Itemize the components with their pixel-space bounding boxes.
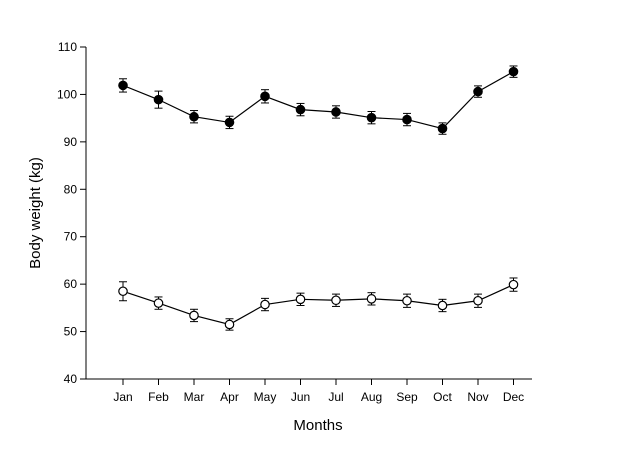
x-tick-label: May — [254, 390, 277, 404]
data-point — [437, 300, 448, 311]
data-point — [153, 298, 164, 308]
x-tick-label: Mar — [184, 390, 205, 404]
data-point — [260, 299, 270, 310]
y-tick-label: 60 — [64, 277, 78, 291]
x-axis-ticks: Jan Feb Mar Apr May Jun Jul Aug Sep Oct Nov Dec — [113, 379, 524, 404]
x-tick-label: Sep — [396, 390, 418, 404]
data-point — [402, 295, 412, 306]
data-point — [508, 279, 519, 290]
series-line — [122, 284, 514, 326]
y-axis-title: Body weight (kg) — [27, 157, 44, 269]
y-tick-label: 50 — [64, 325, 78, 339]
x-tick-label: Dec — [503, 390, 524, 404]
series-layer — [118, 65, 519, 331]
y-axis-ticks: 40 50 60 70 80 90 100 110 — [57, 40, 86, 386]
series-2 — [118, 277, 519, 331]
data-point — [402, 114, 412, 125]
data-point — [153, 94, 164, 105]
y-tick-label: 110 — [58, 40, 77, 54]
data-point — [189, 111, 199, 122]
data-point — [189, 310, 199, 321]
data-point — [295, 294, 306, 305]
series-1 — [118, 65, 519, 135]
y-tick-label: 90 — [64, 135, 78, 149]
x-tick-label: Feb — [148, 390, 169, 404]
data-point — [508, 66, 519, 77]
data-point — [118, 80, 128, 91]
data-point — [366, 294, 377, 304]
y-tick-label: 100 — [57, 87, 77, 101]
x-tick-label: Nov — [467, 390, 488, 404]
data-point — [224, 117, 235, 128]
y-tick-label: 40 — [64, 372, 78, 386]
x-tick-label: Oct — [433, 390, 452, 404]
data-point — [473, 86, 483, 97]
data-point — [260, 91, 270, 102]
x-tick-label: Jan — [113, 390, 132, 404]
series-line — [122, 71, 514, 130]
data-point — [331, 295, 341, 306]
data-point — [331, 107, 341, 117]
x-tick-label: Apr — [220, 390, 239, 404]
x-tick-label: Jun — [291, 390, 310, 404]
data-point — [473, 295, 483, 306]
data-point — [224, 319, 235, 330]
y-tick-label: 80 — [64, 182, 78, 196]
data-point — [366, 112, 377, 123]
x-axis-title: Months — [293, 417, 342, 434]
axes — [85, 47, 532, 380]
data-point — [118, 286, 128, 297]
x-tick-label: Aug — [361, 390, 382, 404]
data-point — [295, 104, 306, 115]
data-point — [437, 123, 448, 134]
y-tick-label: 70 — [64, 230, 78, 244]
x-tick-label: Jul — [328, 390, 343, 404]
